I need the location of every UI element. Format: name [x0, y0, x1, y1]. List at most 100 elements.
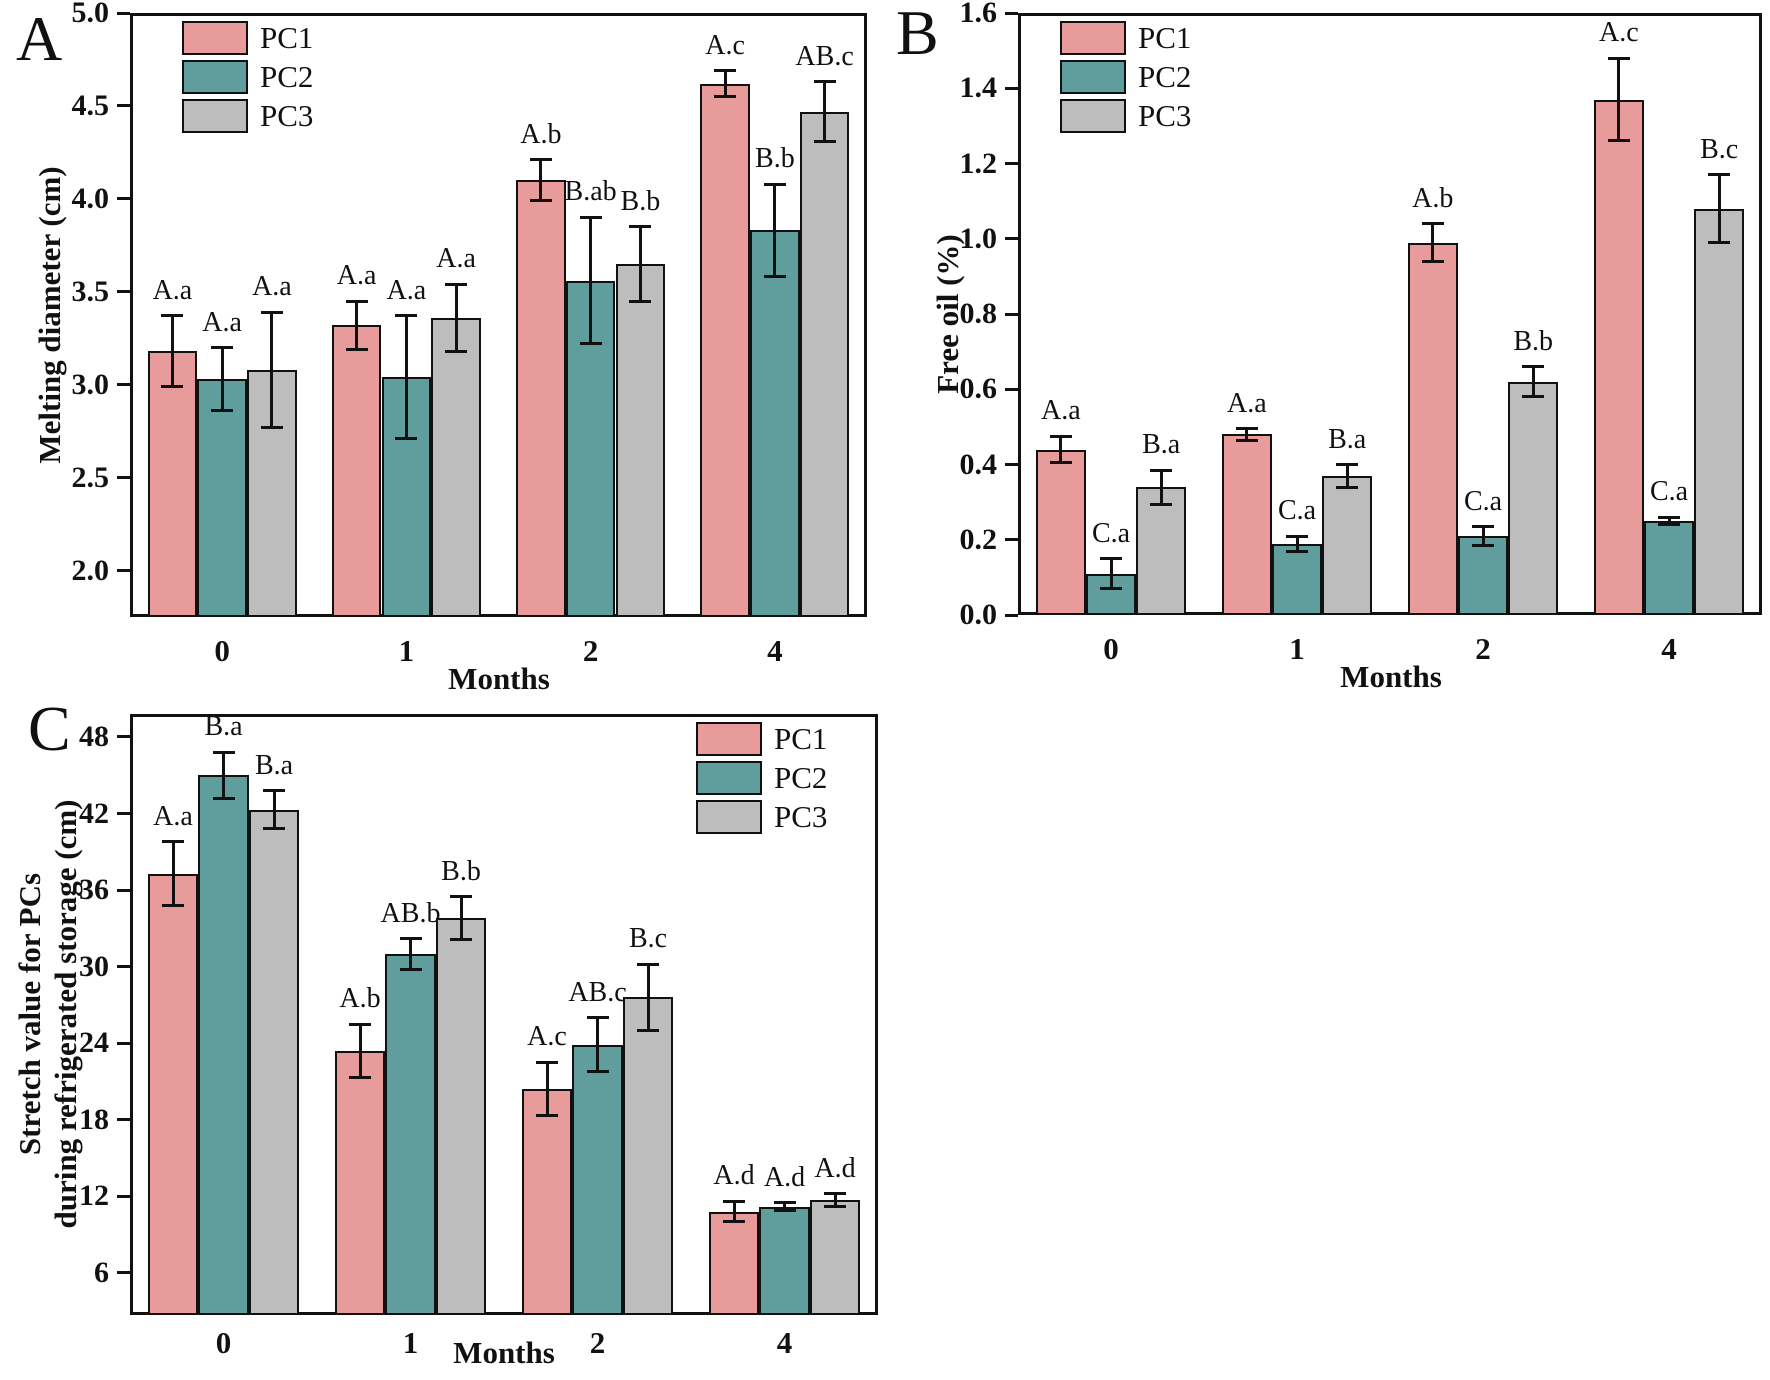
legend-label: PC1: [260, 20, 314, 55]
error-bar-cap-top: [1235, 427, 1258, 431]
significance-label: B.c: [628, 923, 668, 955]
bar-PC1-month-0: [147, 873, 199, 1315]
error-bar: [1345, 464, 1349, 488]
y-tick-label: 0.4: [959, 448, 998, 481]
error-bar: [459, 896, 463, 940]
bar-PC2-month-4: [1643, 520, 1695, 615]
error-bar: [638, 226, 642, 301]
error-bar-cap-top: [445, 282, 468, 286]
error-bar-cap-top: [763, 182, 786, 186]
y-tick-label: 30: [79, 950, 109, 983]
bar-PC3-month-4: [799, 111, 850, 617]
legend-item-PC1: PC1: [1060, 21, 1191, 55]
legend-item-PC3: PC3: [1060, 99, 1191, 133]
error-bar: [723, 70, 727, 97]
error-bar-cap-bottom: [1235, 438, 1258, 442]
legend: PC1 PC2 PC3: [1060, 21, 1191, 138]
x-axis-title: Months: [453, 1335, 555, 1370]
error-bar-cap-top: [1472, 525, 1494, 529]
y-tick-label: 12: [79, 1179, 109, 1212]
bar-PC1-month-0: [1035, 449, 1086, 615]
bar-PC2-month-0: [197, 379, 247, 617]
significance-label: B.b: [1513, 325, 1554, 357]
significance-label: A.b: [520, 118, 562, 150]
error-bar-cap-top: [714, 69, 737, 73]
bar-PC2-month-0: [198, 775, 249, 1315]
legend-label: PC2: [260, 59, 314, 94]
error-bar-cap-top: [399, 937, 422, 941]
error-bar-cap-top: [395, 314, 418, 318]
error-bar: [539, 159, 543, 201]
y-tick-label: 1.4: [959, 71, 998, 104]
significance-label: A.a: [152, 274, 193, 306]
error-bar-cap-bottom: [399, 967, 422, 971]
error-bar-cap-bottom: [629, 299, 652, 303]
bar-PC2-month-1: [385, 953, 436, 1315]
x-category-label: 2: [1475, 631, 1491, 666]
y-tick-label: 0.8: [959, 297, 998, 330]
bar-PC1-month-1: [334, 1050, 386, 1315]
bar-PC1-month-2: [1407, 242, 1458, 615]
error-bar-cap-bottom: [773, 1208, 796, 1212]
bar-PC3-month-2: [622, 997, 674, 1315]
significance-label: A.a: [1040, 395, 1081, 427]
legend-swatch-PC1: [696, 722, 762, 756]
y-axis-tick: [117, 889, 130, 892]
y-tick-label: 42: [79, 797, 109, 830]
y-tick-label: 2.5: [71, 461, 110, 494]
panel-letter-A: A: [16, 3, 63, 74]
error-bar-cap-top: [1658, 515, 1680, 519]
bar-PC1-month-4: [708, 1211, 760, 1315]
bar-PC3-month-0: [1136, 487, 1187, 615]
legend-item-PC1: PC1: [696, 722, 827, 756]
y-axis-tick: [1005, 388, 1018, 391]
x-category-label: 1: [398, 633, 415, 668]
error-bar-cap-top: [813, 80, 836, 84]
error-bar-cap-top: [1150, 468, 1173, 472]
significance-label: A.a: [252, 271, 292, 303]
error-bar: [833, 1193, 837, 1207]
error-bar-cap-top: [723, 1199, 745, 1203]
error-bar-cap-top: [1286, 534, 1308, 538]
y-axis-tick: [117, 290, 130, 293]
error-bar-cap-top: [773, 1201, 796, 1205]
y-axis-tick: [1005, 538, 1018, 541]
bar-PC2-month-4: [759, 1206, 810, 1315]
panel-letter-B: B: [896, 0, 939, 68]
error-bar-cap-bottom: [162, 903, 184, 907]
error-bar-cap-top: [1100, 557, 1122, 561]
error-bar-cap-bottom: [260, 425, 283, 429]
error-bar: [220, 347, 224, 411]
bar-PC3-month-0: [248, 809, 300, 1315]
bar-PC3-month-2: [615, 263, 666, 617]
error-bar-cap-top: [1522, 365, 1545, 369]
y-axis-tick: [1005, 87, 1018, 90]
error-bar-cap-top: [211, 346, 234, 349]
error-bar-cap-bottom: [1100, 587, 1122, 591]
error-bar-cap-top: [536, 1060, 558, 1064]
significance-label: A.d: [814, 1152, 856, 1184]
significance-label: C.a: [1091, 517, 1131, 549]
bar-PC3-month-1: [431, 317, 481, 617]
error-bar-cap-bottom: [824, 1205, 846, 1208]
error-bar: [1245, 428, 1249, 441]
x-category-label: 0: [215, 1325, 232, 1360]
error-bar: [823, 81, 827, 142]
legend: PC1 PC2 PC3: [182, 21, 313, 138]
error-bar-cap-bottom: [813, 139, 836, 143]
plot-frame: [130, 13, 867, 617]
y-axis-tick: [117, 383, 130, 386]
significance-label: AB.c: [795, 40, 854, 72]
error-bar: [596, 1017, 599, 1072]
legend-swatch-PC1: [1060, 21, 1126, 55]
significance-label: B.b: [620, 185, 661, 217]
error-bar-cap-top: [1421, 222, 1444, 226]
significance-label: A.c: [705, 29, 745, 61]
error-bar-cap-bottom: [212, 796, 235, 800]
bar-PC3-month-2: [1508, 381, 1559, 615]
significance-label: A.a: [336, 260, 377, 292]
y-axis-tick: [117, 104, 130, 107]
error-bar-cap-bottom: [211, 409, 234, 413]
x-category-label: 4: [776, 1325, 793, 1360]
